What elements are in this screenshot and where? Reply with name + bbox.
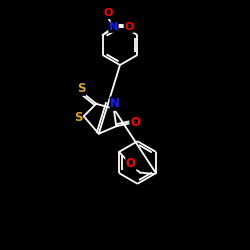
Text: N: N (109, 22, 118, 32)
Text: O: O (124, 22, 134, 32)
Text: O: O (126, 157, 136, 170)
Text: O: O (130, 116, 140, 129)
Text: S: S (74, 111, 82, 124)
Text: S: S (77, 82, 86, 95)
Text: ⁻: ⁻ (110, 8, 114, 16)
Text: O: O (103, 8, 113, 18)
Text: N: N (110, 97, 120, 110)
